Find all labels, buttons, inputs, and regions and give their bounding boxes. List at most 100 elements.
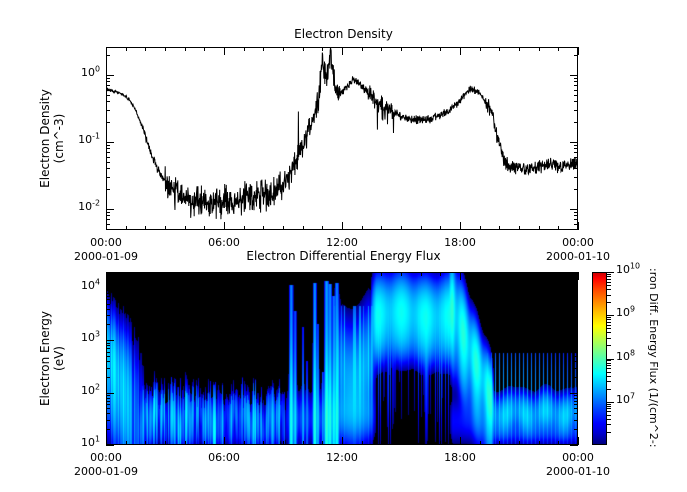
tick-mark bbox=[574, 293, 578, 294]
tick-mark bbox=[574, 152, 578, 153]
tick-mark bbox=[342, 437, 344, 445]
tick-mark bbox=[185, 47, 187, 51]
tick-mark bbox=[106, 142, 114, 144]
tick-mark bbox=[607, 411, 611, 412]
tick-mark bbox=[106, 85, 110, 86]
tick-mark bbox=[607, 360, 611, 361]
tick-mark bbox=[106, 304, 110, 305]
tick-mark bbox=[499, 47, 501, 51]
tick-mark bbox=[106, 75, 114, 77]
tick-mark bbox=[460, 222, 462, 230]
tick-mark bbox=[570, 393, 578, 395]
tick-mark bbox=[204, 47, 206, 51]
tick-mark bbox=[607, 415, 611, 416]
tick-mark bbox=[574, 299, 578, 300]
top-xtick-label: 06:00 bbox=[208, 236, 240, 249]
electron-density-trace bbox=[106, 47, 578, 220]
tick-mark bbox=[106, 219, 110, 220]
tick-mark bbox=[574, 304, 578, 305]
tick-mark bbox=[322, 47, 324, 51]
colorbar-tick-label: 107 bbox=[616, 391, 636, 406]
tick-mark bbox=[607, 289, 611, 290]
tick-mark bbox=[440, 272, 442, 276]
tick-mark bbox=[106, 162, 110, 163]
tick-mark bbox=[106, 377, 110, 378]
tick-mark bbox=[539, 47, 541, 51]
tick-mark bbox=[283, 441, 285, 445]
tick-mark bbox=[106, 229, 110, 230]
tick-mark bbox=[401, 272, 403, 276]
tick-mark bbox=[578, 222, 580, 230]
top-xtick-label: 00:00 bbox=[90, 236, 122, 249]
tick-mark bbox=[224, 437, 226, 445]
bottom-xtick-label: 18:00 bbox=[444, 451, 476, 464]
tick-mark bbox=[607, 322, 611, 323]
tick-mark bbox=[607, 285, 611, 286]
tick-mark bbox=[362, 47, 364, 51]
tick-mark bbox=[574, 224, 578, 225]
top-ytick-label: 10-1 bbox=[78, 131, 100, 146]
tick-mark bbox=[607, 389, 611, 390]
tick-mark bbox=[126, 441, 128, 445]
tick-mark bbox=[322, 272, 324, 276]
tick-mark bbox=[204, 272, 206, 276]
tick-mark bbox=[607, 272, 614, 274]
tick-mark bbox=[106, 345, 110, 346]
tick-mark bbox=[244, 441, 246, 445]
tick-mark bbox=[106, 212, 110, 213]
bottom-ytick-label: 101 bbox=[80, 434, 100, 449]
tick-mark bbox=[362, 272, 364, 276]
tick-mark bbox=[574, 404, 578, 405]
tick-mark bbox=[574, 78, 578, 79]
bottom-xtick-label: 06:00 bbox=[208, 451, 240, 464]
tick-mark bbox=[607, 406, 611, 407]
tick-mark bbox=[574, 272, 578, 273]
tick-mark bbox=[106, 368, 110, 369]
tick-mark bbox=[106, 361, 110, 362]
tick-mark bbox=[574, 110, 578, 111]
tick-mark bbox=[574, 212, 578, 213]
tick-mark bbox=[607, 317, 611, 318]
tick-mark bbox=[574, 122, 578, 123]
tick-mark bbox=[106, 288, 114, 290]
bottom-xtick-label: 12:00 bbox=[326, 451, 358, 464]
top-ylabel-line1: Electron Density bbox=[38, 89, 52, 188]
tick-mark bbox=[570, 142, 578, 144]
tick-mark bbox=[570, 209, 578, 211]
tick-mark bbox=[607, 345, 611, 346]
tick-mark bbox=[322, 226, 324, 230]
tick-mark bbox=[145, 226, 147, 230]
tick-mark bbox=[106, 413, 110, 414]
tick-mark bbox=[381, 441, 383, 445]
tick-mark bbox=[558, 226, 560, 230]
tick-mark bbox=[126, 272, 128, 276]
tick-mark bbox=[607, 424, 611, 425]
tick-mark bbox=[539, 226, 541, 230]
tick-mark bbox=[106, 299, 110, 300]
bottom-xtick-label: 00:00 bbox=[562, 451, 594, 464]
tick-mark bbox=[381, 226, 383, 230]
tick-mark bbox=[574, 408, 578, 409]
tick-mark bbox=[263, 441, 265, 445]
bottom-ytick-label: 104 bbox=[80, 277, 100, 292]
tick-mark bbox=[106, 352, 110, 353]
tick-mark bbox=[165, 272, 167, 276]
tick-mark bbox=[607, 419, 611, 420]
top-ytick-label: 10-2 bbox=[78, 198, 100, 213]
tick-mark bbox=[106, 189, 110, 190]
colorbar-label: :ron Diff. Energy Flux (1/(cm^2-: bbox=[647, 268, 660, 448]
tick-mark bbox=[499, 226, 501, 230]
tick-mark bbox=[607, 381, 611, 382]
tick-mark bbox=[145, 441, 147, 445]
tick-mark bbox=[574, 420, 578, 421]
tick-mark bbox=[106, 152, 110, 153]
tick-mark bbox=[106, 95, 110, 96]
tick-mark bbox=[303, 272, 305, 276]
colorbar-tick-label: 108 bbox=[616, 348, 636, 363]
tick-mark bbox=[322, 441, 324, 445]
tick-mark bbox=[362, 441, 364, 445]
tick-mark bbox=[574, 356, 578, 357]
tick-mark bbox=[480, 47, 482, 51]
tick-mark bbox=[106, 101, 110, 102]
tick-mark bbox=[570, 75, 578, 77]
